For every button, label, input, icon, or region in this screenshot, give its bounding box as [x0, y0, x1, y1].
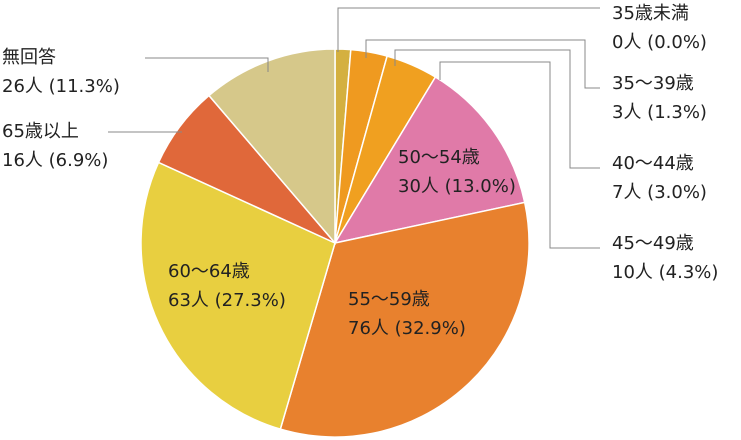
pie-slice — [140, 161, 336, 431]
value-label: 7人 (3.0%) — [612, 182, 707, 203]
value-label: 26人 (11.3%) — [2, 76, 120, 97]
value-label: 76人 (32.9%) — [348, 318, 466, 339]
data-label: 40～44歳 7人 (3.0%) — [612, 153, 707, 203]
category-label: 無回答 — [2, 47, 56, 68]
data-label: 50～54歳 30人 (13.0%) — [398, 147, 516, 197]
data-label: 65歳以上 16人 (6.9%) — [2, 121, 108, 171]
data-label: 35歳未満 0人 (0.0%) — [612, 3, 707, 53]
pie-slice — [279, 201, 530, 438]
data-label: 45～49歳 10人 (4.3%) — [612, 233, 718, 283]
value-label: 10人 (4.3%) — [612, 262, 718, 283]
value-label: 30人 (13.0%) — [398, 176, 516, 197]
pie — [140, 48, 530, 438]
data-label: 60～64歳 63人 (27.3%) — [168, 261, 286, 311]
leader-line — [337, 7, 600, 52]
value-label: 16人 (6.9%) — [2, 150, 108, 171]
category-label: 40～44歳 — [612, 153, 694, 174]
value-label: 0人 (0.0%) — [612, 32, 707, 53]
category-label: 65歳以上 — [2, 121, 79, 142]
category-label: 60～64歳 — [168, 261, 250, 282]
leader-line — [145, 57, 269, 72]
value-label: 63人 (27.3%) — [168, 290, 286, 311]
pie-slice — [333, 75, 526, 245]
data-label: 55～59歳 76人 (32.9%) — [348, 289, 466, 339]
data-label: 無回答 26人 (11.3%) — [2, 47, 120, 97]
leader-line — [394, 49, 600, 169]
category-label: 35～39歳 — [612, 73, 694, 94]
value-label: 3人 (1.3%) — [612, 102, 707, 123]
category-label: 55～59歳 — [348, 289, 430, 310]
data-label: 35～39歳 3人 (1.3%) — [612, 73, 707, 123]
category-label: 50～54歳 — [398, 147, 480, 168]
category-label: 35歳未満 — [612, 3, 689, 24]
leader-line — [439, 61, 600, 249]
category-label: 45～49歳 — [612, 233, 694, 254]
leader-line — [365, 39, 600, 89]
leader-lines — [108, 7, 600, 249]
